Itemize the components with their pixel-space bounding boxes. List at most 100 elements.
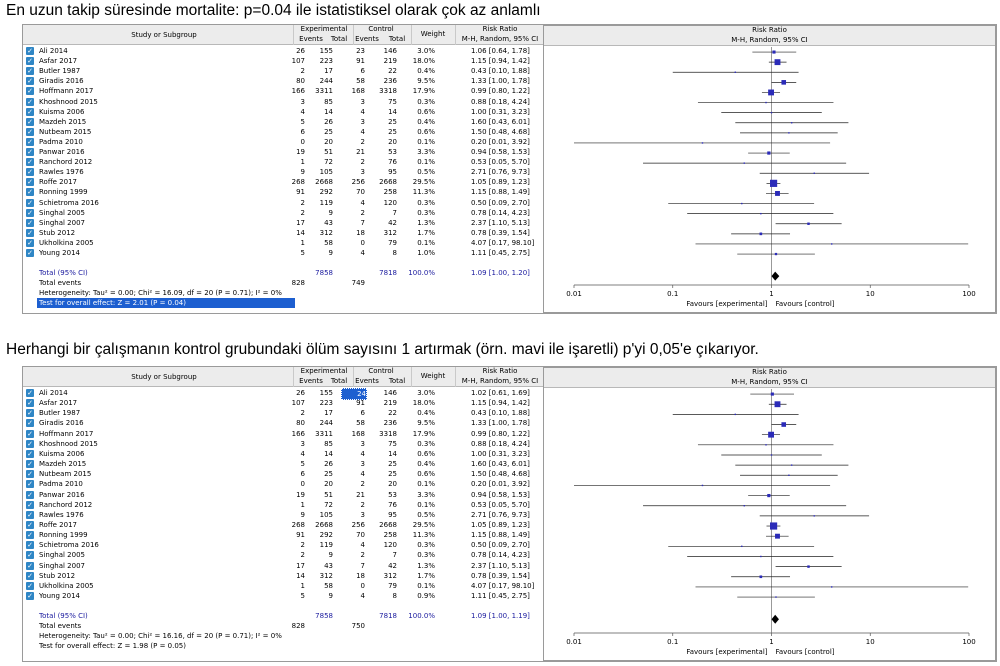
table-row[interactable]: ✓ Young 2014 5 9 4 8 1.0% 1.11 [0.45, 2.75] xyxy=(23,248,543,258)
include-checkbox[interactable]: ✓ xyxy=(26,531,34,540)
include-checkbox[interactable]: ✓ xyxy=(26,480,34,489)
table-row[interactable]: ✓ Mazdeh 2015 5 26 3 25 0.4% 1.60 [0.43, 6.01] xyxy=(23,117,543,127)
table-row[interactable]: ✓ Rawles 1976 9 105 3 95 0.5% 2.71 [0.76, 9.73] xyxy=(23,510,543,520)
table-row[interactable]: ✓ Singhal 2005 2 9 2 7 0.3% 0.78 [0.14, 4.23] xyxy=(23,550,543,560)
include-checkbox[interactable]: ✓ xyxy=(26,470,34,479)
include-checkbox[interactable]: ✓ xyxy=(26,249,34,257)
events-experimental: 828 xyxy=(291,622,305,631)
include-checkbox[interactable]: ✓ xyxy=(26,47,34,55)
table-row[interactable]: ✓ Singhal 2007 17 43 7 42 1.3% 2.37 [1.10, 5.13… xyxy=(23,561,543,571)
table-row[interactable]: ✓ Hoffmann 2017 166 3311 168 3318 17.9% 0.99 [0… xyxy=(23,86,543,96)
risk-ratio-ci: 0.20 [0.01, 3.92] xyxy=(471,480,530,489)
table-row[interactable]: ✓ Roffe 2017 268 2668 256 2668 29.5% 1.05 [0.89… xyxy=(23,520,543,530)
table-row[interactable]: ✓ Young 2014 5 9 4 8 0.9% 1.11 [0.45, 2.75] xyxy=(23,591,543,601)
include-checkbox[interactable]: ✓ xyxy=(26,592,34,600)
table-row[interactable]: ✓ Singhal 2005 2 9 2 7 0.3% 0.78 [0.14, 4.23] xyxy=(23,208,543,218)
plot-subtitle: M-H, Random, 95% CI xyxy=(731,36,808,44)
table-row[interactable]: ✓ Asfar 2017 107 223 91 219 18.0% 1.15 [0.94, 1… xyxy=(23,398,543,408)
control-events[interactable]: 24 xyxy=(341,388,367,400)
table-row[interactable]: ✓ Panwar 2016 19 51 21 53 3.3% 0.94 [0.58, 1.53… xyxy=(23,147,543,157)
include-checkbox[interactable]: ✓ xyxy=(26,67,34,76)
include-checkbox[interactable]: ✓ xyxy=(26,449,34,458)
include-checkbox[interactable]: ✓ xyxy=(26,510,34,519)
table-row[interactable]: ✓ Panwar 2016 19 51 21 53 3.3% 0.94 [0.58, 1.53… xyxy=(23,490,543,500)
table-row[interactable]: ✓ Stub 2012 14 312 18 312 1.7% 0.78 [0.39, 1.54… xyxy=(23,571,543,581)
table-row[interactable]: ✓ Khoshnood 2015 3 85 3 75 0.3% 0.88 [0.18, 4.2… xyxy=(23,439,543,449)
include-checkbox[interactable]: ✓ xyxy=(26,57,34,66)
include-checkbox[interactable]: ✓ xyxy=(26,541,34,550)
include-checkbox[interactable]: ✓ xyxy=(26,238,34,247)
include-checkbox[interactable]: ✓ xyxy=(26,137,34,146)
include-checkbox[interactable]: ✓ xyxy=(26,87,34,96)
include-checkbox[interactable]: ✓ xyxy=(26,188,34,197)
include-checkbox[interactable]: ✓ xyxy=(26,520,34,529)
table-row[interactable]: ✓ Khoshnood 2015 3 85 3 75 0.3% 0.88 [0.18, 4.2… xyxy=(23,97,543,107)
table-row[interactable]: ✓ Ronning 1999 91 292 70 258 11.3% 1.15 [0.88, … xyxy=(23,530,543,540)
table-row[interactable]: ✓ Ukholkina 2005 1 58 0 79 0.1% 4.07 [0.17, 98.… xyxy=(23,581,543,591)
effect-square xyxy=(774,401,781,408)
include-checkbox[interactable]: ✓ xyxy=(26,168,34,177)
table-row[interactable]: ✓ Padma 2010 0 20 2 20 0.1% 0.20 [0.01, 3.92] xyxy=(23,137,543,147)
include-checkbox[interactable]: ✓ xyxy=(26,439,34,448)
include-checkbox[interactable]: ✓ xyxy=(26,399,34,408)
include-checkbox[interactable]: ✓ xyxy=(26,460,34,469)
include-checkbox[interactable]: ✓ xyxy=(26,409,34,418)
include-checkbox[interactable]: ✓ xyxy=(26,581,34,590)
include-checkbox[interactable]: ✓ xyxy=(26,158,34,167)
table-row[interactable]: ✓ Roffe 2017 268 2668 256 2668 29.5% 1.05 [0.89… xyxy=(23,177,543,187)
include-checkbox[interactable]: ✓ xyxy=(26,148,34,156)
control-total: 75 xyxy=(388,439,397,448)
study-name: Ali 2014 xyxy=(39,47,68,55)
table-row[interactable]: ✓ Giradis 2016 80 244 58 236 9.5% 1.33 [1.00, 1… xyxy=(23,418,543,428)
overall-effect-text[interactable]: Test for overall effect: Z = 1.98 (P = 0… xyxy=(39,642,186,651)
table-row[interactable]: ✓ Kuisma 2006 4 14 4 14 0.6% 1.00 [0.31, 3.23] xyxy=(23,107,543,117)
x-tick-label: 10 xyxy=(866,638,875,646)
control-total: 25 xyxy=(388,460,397,469)
include-checkbox[interactable]: ✓ xyxy=(26,571,34,580)
overall-effect-row[interactable]: Test for overall effect: Z = 1.98 (P = 0… xyxy=(23,641,543,651)
table-row[interactable]: ✓ Giradis 2016 80 244 58 236 9.5% 1.33 [1.00, 1… xyxy=(23,76,543,86)
include-checkbox[interactable]: ✓ xyxy=(26,429,34,438)
include-checkbox[interactable]: ✓ xyxy=(26,218,34,227)
table-row[interactable]: ✓ Butler 1987 2 17 6 22 0.4% 0.43 [0.10, 1.88] xyxy=(23,408,543,418)
include-checkbox[interactable]: ✓ xyxy=(26,77,34,86)
include-checkbox[interactable]: ✓ xyxy=(26,208,34,217)
table-row[interactable]: ✓ Nutbeam 2015 6 25 4 25 0.6% 1.50 [0.48, 4.68] xyxy=(23,469,543,479)
include-checkbox[interactable]: ✓ xyxy=(26,490,34,499)
include-checkbox[interactable]: ✓ xyxy=(26,228,34,237)
include-checkbox[interactable]: ✓ xyxy=(26,561,34,570)
table-row[interactable]: ✓ Ali 2014 26 155 24 146 3.0% 1.02 [0.61, 1.69] xyxy=(23,388,543,400)
table-row[interactable]: ✓ Kuisma 2006 4 14 4 14 0.6% 1.00 [0.31, 3.23] xyxy=(23,449,543,459)
experimental-events: 2 xyxy=(300,67,305,76)
include-checkbox[interactable]: ✓ xyxy=(26,107,34,116)
table-row[interactable]: ✓ Hoffmann 2017 166 3311 168 3318 17.9% 0.99 [0… xyxy=(23,429,543,439)
include-checkbox[interactable]: ✓ xyxy=(26,178,34,187)
include-checkbox[interactable]: ✓ xyxy=(26,127,34,136)
include-checkbox[interactable]: ✓ xyxy=(26,198,34,207)
table-row[interactable]: ✓ Rawles 1976 9 105 3 95 0.5% 2.71 [0.76, 9.73] xyxy=(23,167,543,177)
table-row[interactable]: ✓ Butler 1987 2 17 6 22 0.4% 0.43 [0.10, 1.88] xyxy=(23,66,543,76)
table-row[interactable]: ✓ Schietroma 2016 2 119 4 120 0.3% 0.50 [0.09, … xyxy=(23,198,543,208)
table-row[interactable]: ✓ Ronning 1999 91 292 70 258 11.3% 1.15 [0.88, … xyxy=(23,187,543,197)
table-row[interactable]: ✓ Asfar 2017 107 223 91 219 18.0% 1.15 [0.94, 1… xyxy=(23,56,543,66)
table-row[interactable]: ✓ Ukholkina 2005 1 58 0 79 0.1% 4.07 [0.17, 98.… xyxy=(23,238,543,248)
include-checkbox[interactable]: ✓ xyxy=(26,97,34,106)
include-checkbox[interactable]: ✓ xyxy=(26,389,34,397)
include-checkbox[interactable]: ✓ xyxy=(26,500,34,509)
header-control: Control xyxy=(368,25,394,33)
table-row[interactable]: ✓ Ranchord 2012 1 72 2 76 0.1% 0.53 [0.05, 5.70… xyxy=(23,157,543,167)
table-row[interactable]: ✓ Mazdeh 2015 5 26 3 25 0.4% 1.60 [0.43, 6.01] xyxy=(23,459,543,469)
table-row[interactable]: ✓ Stub 2012 14 312 18 312 1.7% 0.78 [0.39, 1.54… xyxy=(23,228,543,238)
table-row[interactable]: ✓ Singhal 2007 17 43 7 42 1.3% 2.37 [1.10, 5.13… xyxy=(23,218,543,228)
table-row[interactable]: ✓ Ranchord 2012 1 72 2 76 0.1% 0.53 [0.05, 5.70… xyxy=(23,500,543,510)
include-checkbox[interactable]: ✓ xyxy=(26,551,34,560)
overall-effect-row[interactable]: Test for overall effect: Z = 2.01 (P = 0… xyxy=(23,298,543,309)
experimental-events: 26 xyxy=(296,47,305,55)
table-row[interactable]: ✓ Ali 2014 26 155 23 146 3.0% 1.06 [0.64, 1.78] xyxy=(23,46,543,56)
include-checkbox[interactable]: ✓ xyxy=(26,117,34,126)
include-checkbox[interactable]: ✓ xyxy=(26,419,34,428)
table-row[interactable]: ✓ Schietroma 2016 2 119 4 120 0.3% 0.50 [0.09, … xyxy=(23,540,543,550)
table-row[interactable]: ✓ Padma 2010 0 20 2 20 0.1% 0.20 [0.01, 3.92] xyxy=(23,479,543,489)
overall-effect-text[interactable]: Test for overall effect: Z = 2.01 (P = 0… xyxy=(37,298,295,309)
table-row[interactable]: ✓ Nutbeam 2015 6 25 4 25 0.6% 1.50 [0.48, 4.68] xyxy=(23,127,543,137)
